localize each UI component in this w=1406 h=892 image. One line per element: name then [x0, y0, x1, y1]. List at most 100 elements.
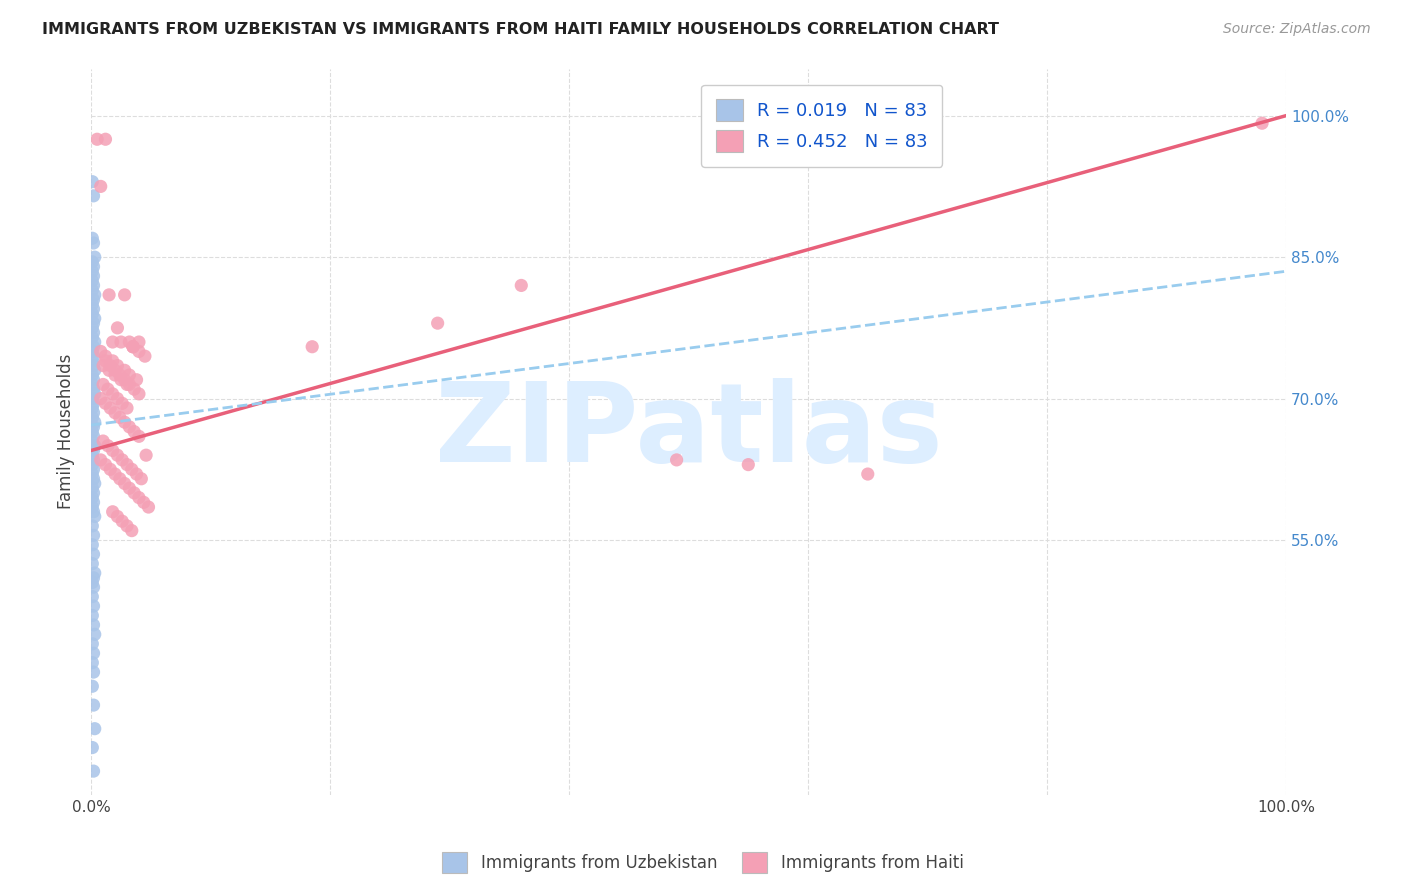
Point: [83, 571, 105, 585]
Point: [83, 301, 105, 316]
Point: [83, 334, 105, 349]
Point: [301, 340, 323, 354]
Point: [82, 297, 104, 311]
Point: [82, 590, 104, 604]
Point: [98, 288, 121, 302]
Point: [118, 334, 141, 349]
Point: [114, 363, 136, 377]
Point: [856, 467, 879, 481]
Point: [110, 334, 132, 349]
Point: [83, 293, 105, 307]
Point: [122, 340, 145, 354]
Point: [83, 326, 105, 340]
Point: [82, 656, 104, 670]
Point: [83, 476, 105, 491]
Point: [128, 429, 150, 443]
Point: [101, 354, 124, 368]
Point: [122, 340, 145, 354]
Point: [108, 472, 131, 486]
Point: [114, 476, 136, 491]
Point: [83, 646, 105, 660]
Point: [128, 344, 150, 359]
Point: [128, 491, 150, 505]
Point: [83, 429, 105, 443]
Point: [91, 377, 114, 392]
Point: [118, 377, 141, 392]
Point: [118, 481, 141, 495]
Point: [83, 288, 105, 302]
Point: [118, 420, 141, 434]
Point: [83, 349, 105, 363]
Point: [82, 231, 104, 245]
Point: [104, 406, 127, 420]
Point: [83, 509, 105, 524]
Point: [91, 359, 114, 373]
Point: [121, 462, 143, 476]
Point: [83, 235, 105, 250]
Point: [83, 528, 105, 542]
Point: [83, 406, 105, 420]
Point: [94, 132, 117, 146]
Point: [115, 377, 138, 392]
Point: [94, 349, 117, 363]
Point: [101, 443, 124, 458]
Text: Source: ZipAtlas.com: Source: ZipAtlas.com: [1223, 22, 1371, 37]
Point: [122, 340, 145, 354]
Point: [122, 382, 145, 396]
Point: [82, 410, 104, 425]
Point: [83, 311, 105, 326]
Point: [94, 354, 117, 368]
Point: [107, 448, 129, 462]
Point: [107, 321, 129, 335]
Point: [83, 472, 105, 486]
Point: [82, 321, 104, 335]
Point: [82, 434, 104, 448]
Point: [115, 458, 138, 472]
Point: [82, 448, 104, 462]
Point: [83, 665, 105, 679]
Point: [132, 495, 155, 509]
Point: [90, 453, 112, 467]
Point: [82, 401, 104, 415]
Point: [83, 764, 105, 778]
Point: [83, 250, 105, 264]
Point: [83, 316, 105, 330]
Point: [111, 453, 134, 467]
Point: [83, 505, 105, 519]
Point: [121, 524, 143, 538]
Point: [82, 679, 104, 693]
Point: [83, 260, 105, 274]
Point: [83, 189, 105, 203]
Point: [82, 491, 104, 505]
Point: [426, 316, 449, 330]
Point: [82, 283, 104, 297]
Text: IMMIGRANTS FROM UZBEKISTAN VS IMMIGRANTS FROM HAITI FAMILY HOUSEHOLDS CORRELATIO: IMMIGRANTS FROM UZBEKISTAN VS IMMIGRANTS…: [42, 22, 1000, 37]
Point: [83, 387, 105, 401]
Point: [98, 462, 121, 476]
Point: [82, 368, 104, 382]
Point: [115, 401, 138, 415]
Point: [82, 175, 104, 189]
Point: [118, 368, 141, 382]
Point: [122, 425, 145, 439]
Point: [107, 392, 129, 406]
Point: [737, 458, 759, 472]
Point: [82, 255, 104, 269]
Point: [82, 330, 104, 344]
Point: [82, 519, 104, 533]
Point: [111, 514, 134, 528]
Point: [83, 547, 105, 561]
Point: [111, 396, 134, 410]
Point: [128, 387, 150, 401]
Point: [83, 722, 105, 736]
Y-axis label: Family Households: Family Households: [58, 354, 75, 509]
Point: [82, 740, 104, 755]
Point: [83, 396, 105, 410]
Point: [94, 458, 117, 472]
Point: [83, 580, 105, 594]
Point: [83, 443, 105, 458]
Point: [83, 373, 105, 387]
Point: [98, 401, 121, 415]
Point: [90, 344, 112, 359]
Point: [135, 448, 157, 462]
